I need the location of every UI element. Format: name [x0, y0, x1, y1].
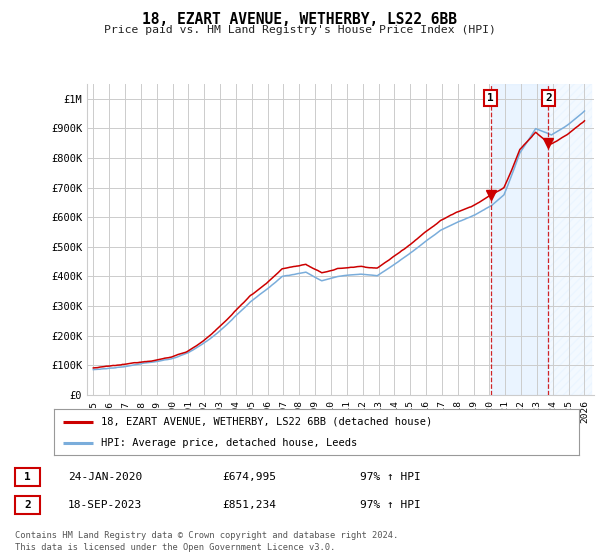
Text: 1: 1 — [487, 93, 494, 103]
Text: Contains HM Land Registry data © Crown copyright and database right 2024.
This d: Contains HM Land Registry data © Crown c… — [15, 531, 398, 552]
Text: Price paid vs. HM Land Registry's House Price Index (HPI): Price paid vs. HM Land Registry's House … — [104, 25, 496, 35]
Text: 2: 2 — [24, 500, 31, 510]
Text: 97% ↑ HPI: 97% ↑ HPI — [360, 472, 421, 482]
Text: £851,234: £851,234 — [222, 500, 276, 510]
Text: 2: 2 — [545, 93, 552, 103]
Text: 18, EZART AVENUE, WETHERBY, LS22 6BB (detached house): 18, EZART AVENUE, WETHERBY, LS22 6BB (de… — [101, 417, 433, 427]
Text: £674,995: £674,995 — [222, 472, 276, 482]
Text: 18, EZART AVENUE, WETHERBY, LS22 6BB: 18, EZART AVENUE, WETHERBY, LS22 6BB — [143, 12, 458, 27]
Text: 18-SEP-2023: 18-SEP-2023 — [68, 500, 142, 510]
Text: 1: 1 — [24, 472, 31, 482]
Text: HPI: Average price, detached house, Leeds: HPI: Average price, detached house, Leed… — [101, 438, 358, 448]
Text: 24-JAN-2020: 24-JAN-2020 — [68, 472, 142, 482]
Bar — [548, 84, 592, 395]
Text: 97% ↑ HPI: 97% ↑ HPI — [360, 500, 421, 510]
Bar — [491, 84, 548, 395]
